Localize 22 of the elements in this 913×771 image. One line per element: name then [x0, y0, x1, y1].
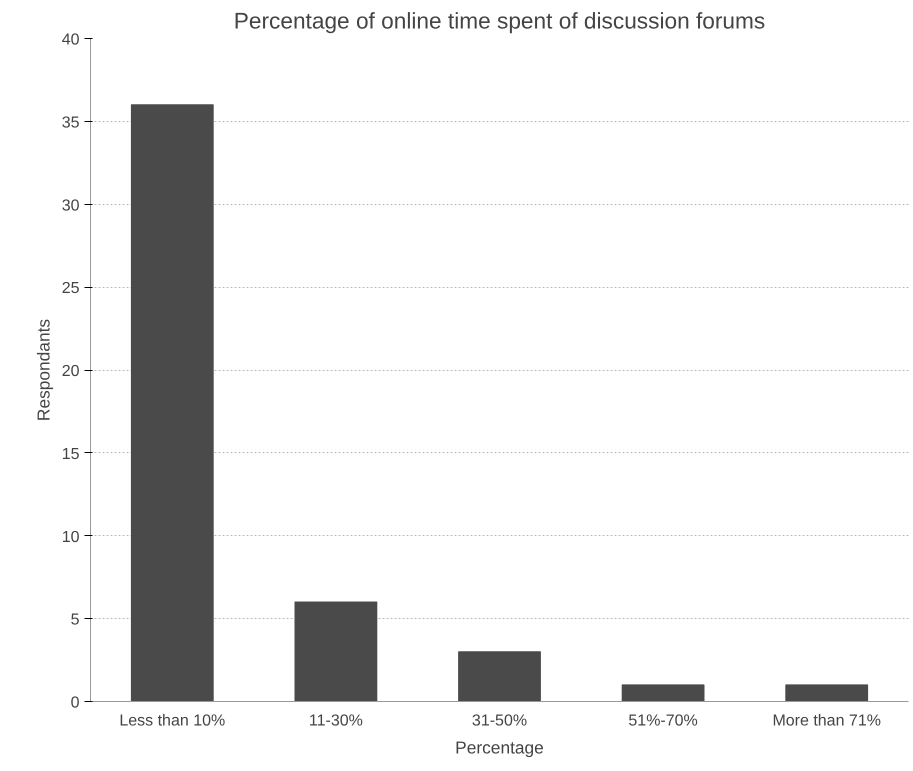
bar [622, 684, 704, 702]
y-tick-label: 0 [70, 694, 80, 712]
bar [130, 104, 214, 702]
bar [785, 684, 868, 702]
bar [458, 651, 541, 702]
y-tick-label: 30 [62, 197, 80, 214]
y-tick-label: 15 [62, 446, 80, 463]
x-tick-label: 31-50% [472, 712, 528, 730]
x-tick-label: 11-30% [308, 712, 363, 730]
x-tick-label: 51%-70% [628, 712, 698, 730]
x-tick-label: Less than 10% [119, 712, 226, 730]
chart-title: Percentage of online time spent of discussion forums [234, 8, 766, 34]
y-tick-label: 35 [62, 114, 80, 132]
x-axis-title: Percentage [455, 738, 544, 758]
y-tick-label: 40 [62, 32, 80, 48]
y-tick-label: 20 [62, 363, 80, 380]
y-tick-label: 25 [62, 280, 80, 298]
y-axis-title: Respondants [34, 318, 54, 422]
y-tick-label: 10 [62, 528, 80, 546]
x-tick-label: More than 71% [772, 712, 881, 730]
y-tick-label: 5 [70, 612, 80, 629]
bar [294, 602, 378, 702]
